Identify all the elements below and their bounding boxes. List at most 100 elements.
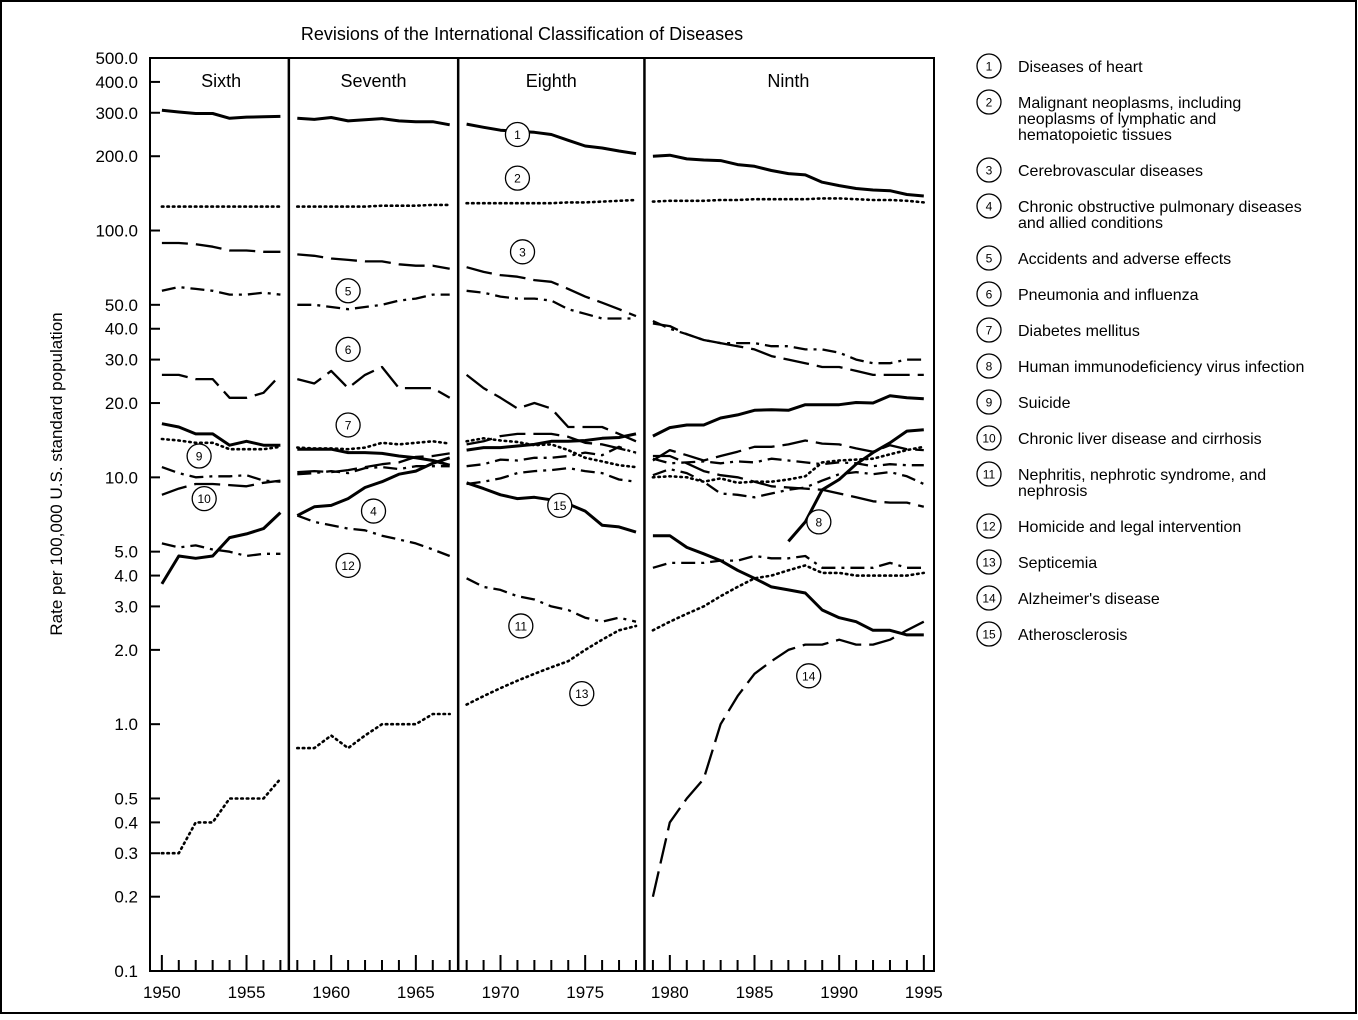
y-tick-label: 0.1 (114, 962, 138, 981)
marker-number: 4 (370, 505, 377, 519)
y-axis-label: Rate per 100,000 U.S. standard populatio… (47, 312, 66, 635)
series-line (652, 319, 924, 365)
series-line (652, 467, 925, 499)
y-tick-label: 4.0 (114, 567, 138, 586)
series-12-homicide-and-legal-intervention (161, 466, 925, 558)
legend-number: 4 (986, 200, 993, 214)
series-line (160, 511, 282, 585)
legend-circle (976, 513, 1002, 539)
series-line (466, 432, 637, 454)
legend-item-12: 12 Homicide and legal intervention (976, 513, 1241, 539)
legend-number: 5 (986, 252, 993, 266)
legend-item-1: 1 Diseases of heart (976, 53, 1143, 79)
x-tick-label: 1975 (566, 983, 604, 1002)
legend-item-9: 9 Suicide (976, 389, 1071, 415)
legend-number: 9 (986, 396, 993, 410)
y-tick-label: 5.0 (114, 543, 138, 562)
series-marker-11: 11 (508, 613, 534, 639)
revision-label-seventh: Seventh (340, 71, 406, 91)
series-line (161, 422, 281, 447)
legend-circle (976, 53, 1002, 79)
x-axis: 1950 1955 1960 1965 1970 1975 1980 1985 1990 1995 (143, 955, 943, 1002)
series-line (161, 479, 281, 496)
series-line (160, 777, 282, 855)
series-marker-13: 13 (569, 680, 595, 707)
series-line (161, 373, 282, 399)
x-tick-label: 1950 (143, 983, 181, 1002)
series-line (652, 534, 924, 637)
y-tick-label: 300.0 (95, 104, 138, 123)
marker-circle (504, 165, 531, 191)
legend-label: Malignant neoplasms, including neoplasms … (1018, 95, 1241, 144)
series-line (466, 432, 637, 452)
legend-circle (976, 389, 1002, 415)
y-tick-label: 100.0 (95, 222, 138, 241)
series-marker-4: 4 (360, 498, 387, 524)
marker-number: 15 (553, 499, 567, 513)
series-13-septicemia (160, 564, 926, 855)
legend-circle (976, 245, 1002, 271)
series-11-nephritis-nephrotic-syndrome-and-nephros (466, 554, 924, 623)
x-tick-label: 1970 (482, 983, 520, 1002)
legend-number: 7 (986, 324, 993, 338)
series-9-suicide (161, 445, 924, 483)
legend-number: 3 (986, 164, 993, 178)
series-line (651, 564, 926, 632)
legend-circle (976, 193, 1002, 219)
series-line (465, 373, 637, 443)
series-group (160, 108, 926, 897)
x-tick-label: 1960 (312, 983, 350, 1002)
x-tick-label: 1990 (820, 983, 858, 1002)
series-line (652, 322, 924, 377)
legend-item-11: 11 Nephritis, nephrotic syndrome, and neph… (976, 461, 1266, 500)
series-14-alzheimer-s-disease (651, 620, 925, 897)
legend-circle (976, 549, 1002, 575)
series-line (296, 440, 451, 451)
series-line (161, 285, 281, 296)
series-line (652, 394, 924, 438)
legend-number: 12 (982, 520, 996, 534)
legend-item-10: 10 Chronic liver disease and cirrhosis (976, 425, 1262, 451)
marker-circle (569, 680, 595, 707)
y-tick-label: 1.0 (114, 715, 138, 734)
legend-item-2: 2 Malignant neoplasms, including neoplasms… (976, 89, 1241, 144)
legend-label: Alzheimer's disease (1018, 591, 1160, 608)
marker-circle (796, 663, 822, 689)
legend-number: 11 (983, 468, 996, 482)
series-line (297, 465, 450, 476)
legend-number: 1 (986, 60, 993, 74)
marker-number: 14 (802, 669, 816, 683)
legend-label: Diabetes mellitus (1018, 323, 1140, 340)
legend-label: Chronic liver disease and cirrhosis (1018, 431, 1262, 448)
legend-item-4: 4 Chronic obstructive pulmonary diseases a… (976, 193, 1302, 232)
series-line (297, 447, 451, 467)
y-tick-label: 0.2 (114, 888, 138, 907)
marker-number: 12 (341, 559, 355, 573)
x-tick-label: 1995 (905, 983, 943, 1002)
series-line (465, 198, 638, 205)
series-line (652, 457, 924, 468)
series-line (297, 293, 450, 311)
marker-number: 11 (515, 619, 528, 633)
legend-label: Nephritis, nephrotic syndrome, and nephro… (1018, 467, 1266, 500)
series-line (160, 437, 282, 451)
y-tick-label: 50.0 (105, 296, 138, 315)
series-line (652, 554, 924, 569)
series-marker-14: 14 (796, 663, 822, 689)
series-marker-6: 6 (335, 336, 361, 363)
marker-number: 13 (575, 687, 589, 701)
marker-number: 7 (345, 418, 352, 432)
marker-circle (335, 336, 361, 363)
marker-circle (508, 613, 534, 639)
series-line (297, 365, 451, 399)
chart-title: Revisions of the International Classific… (301, 24, 743, 44)
y-tick-label: 30.0 (105, 351, 138, 370)
marker-number: 1 (514, 128, 521, 142)
series-line (652, 153, 924, 198)
series-7-diabetes-mellitus (160, 437, 926, 485)
series-marker-8: 8 (806, 509, 832, 535)
legend-item-5: 5 Accidents and adverse effects (976, 245, 1231, 271)
legend-circle (976, 621, 1002, 647)
series-line (651, 197, 926, 204)
